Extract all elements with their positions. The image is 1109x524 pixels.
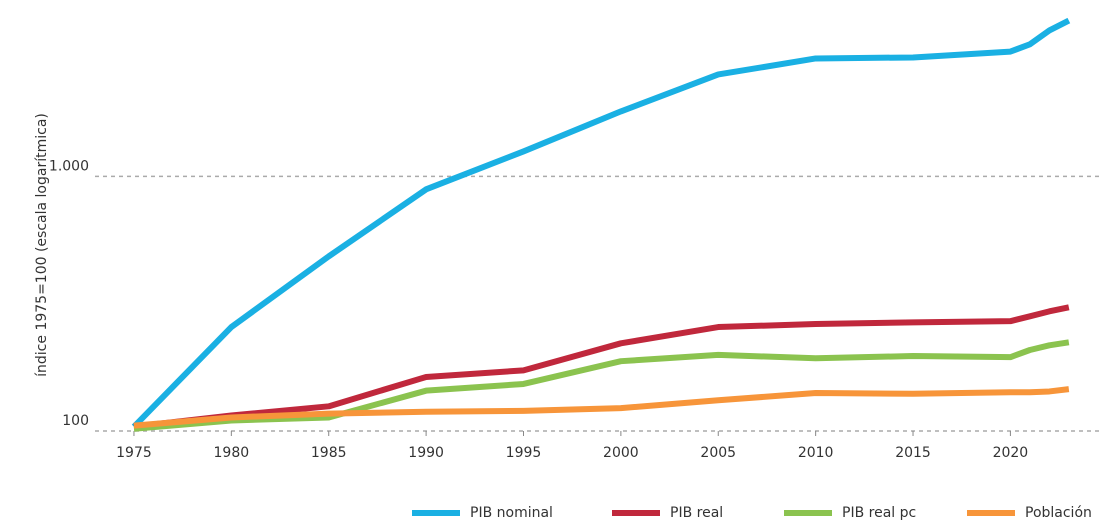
legend-label: PIB real pc xyxy=(842,505,916,521)
x-tick-label: 2000 xyxy=(603,445,639,461)
legend-label: PIB nominal xyxy=(470,505,553,521)
x-tick-label: 2010 xyxy=(798,445,834,461)
x-tick-label: 1985 xyxy=(311,445,347,461)
line xyxy=(133,304,1070,430)
x-tick-label: 2005 xyxy=(700,445,736,461)
x-tick-label: 2020 xyxy=(993,445,1029,461)
x-tick-label: 1975 xyxy=(116,445,152,461)
line xyxy=(133,339,1070,432)
legend-label: Población xyxy=(1025,505,1092,521)
line xyxy=(133,386,1070,429)
x-tick-label: 1990 xyxy=(408,445,444,461)
y-tick-label: 1.000 xyxy=(49,158,89,174)
legend-label: PIB real xyxy=(670,505,723,521)
x-tick-label: 1995 xyxy=(506,445,542,461)
x-tick-label: 2015 xyxy=(895,445,931,461)
y-tick-label: 100 xyxy=(62,413,89,429)
y-axis-label: índice 1975=100 (escala logarítmica) xyxy=(34,113,50,377)
x-tick-label: 1980 xyxy=(214,445,250,461)
line xyxy=(131,17,1071,429)
